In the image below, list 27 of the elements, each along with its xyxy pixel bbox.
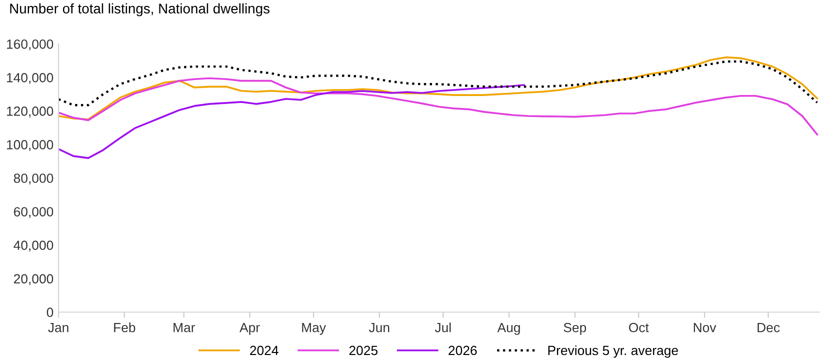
y-tick-label: 120,000: [6, 106, 54, 118]
x-tick-label: Mar: [174, 323, 196, 332]
x-tick-label: Feb: [114, 322, 136, 332]
legend-label: 2025: [349, 346, 378, 356]
x-tick-label: Aug: [497, 323, 520, 335]
y-tick-label: 140,000: [6, 73, 54, 84]
line-series: [58, 84, 525, 159]
y-tick-label: 80,000: [14, 174, 54, 184]
x-tick-label: Jan: [48, 323, 68, 332]
y-tick-label: 60,000: [14, 207, 54, 218]
y-tick-label: 0: [46, 308, 54, 318]
x-tick-label: Apr: [240, 323, 260, 335]
y-tick-label: 20,000: [14, 274, 54, 286]
legend-label: 2026: [448, 346, 477, 356]
x-tick-label: May: [302, 323, 326, 335]
y-tick-label: 160,000: [6, 39, 54, 50]
y-tick-label: 40,000: [14, 240, 54, 252]
legend-label: 2024: [250, 346, 278, 356]
legend-label: Previous 5 yr. average: [548, 345, 678, 358]
chart-title: Number of total listings, National dwellings: [10, 3, 270, 16]
x-tick-label: Sep: [564, 322, 586, 335]
y-tick-label: 100,000: [6, 140, 54, 151]
x-tick-label: Oct: [629, 322, 649, 332]
x-tick-label: Jul: [434, 322, 451, 332]
x-tick-label: Jun: [368, 323, 390, 332]
x-tick-label: Nov: [694, 323, 716, 332]
x-tick-label: Dec: [758, 323, 780, 332]
